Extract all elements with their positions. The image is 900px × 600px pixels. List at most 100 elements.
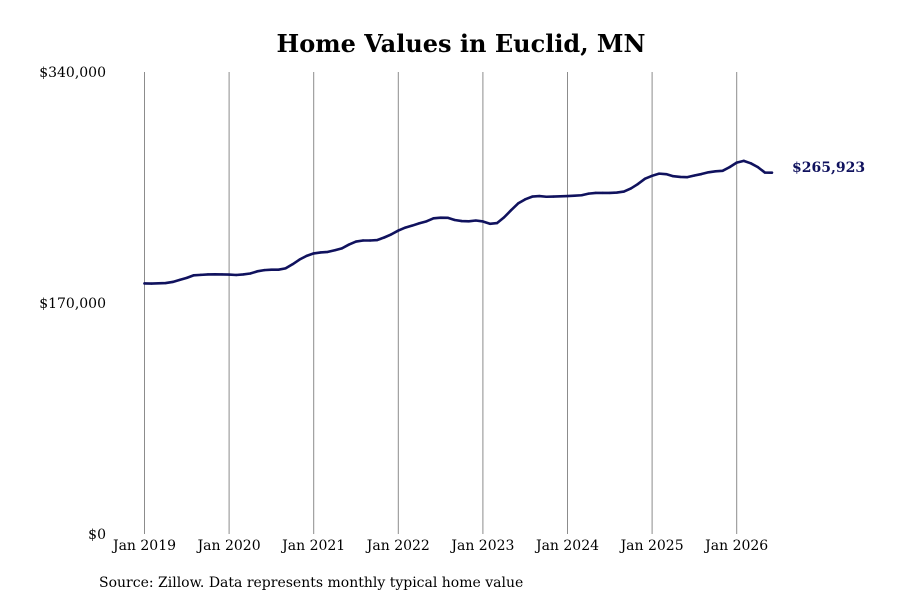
data-point — [474, 219, 478, 222]
data-point — [636, 182, 640, 186]
data-point — [227, 273, 231, 276]
data-point — [707, 171, 710, 174]
data-point — [467, 220, 470, 223]
data-point — [249, 272, 252, 275]
data-point — [622, 190, 626, 193]
data-point — [643, 177, 647, 180]
data-point — [714, 170, 717, 173]
data-point — [157, 282, 160, 285]
data-point — [347, 243, 351, 246]
data-point — [242, 273, 245, 276]
data-point — [756, 165, 760, 169]
data-point — [164, 281, 167, 285]
data-point — [284, 267, 287, 270]
data-point — [481, 220, 485, 223]
data-point — [580, 194, 583, 197]
vertical-gridlines — [144, 72, 738, 534]
data-point — [418, 222, 421, 225]
data-point — [693, 174, 696, 177]
data-point — [552, 195, 555, 198]
data-point — [587, 192, 590, 195]
data-point — [728, 165, 731, 169]
data-point — [502, 216, 506, 219]
data-point — [453, 218, 456, 222]
x-tick-label: Jan 2020 — [196, 538, 261, 554]
data-point — [319, 251, 322, 254]
data-point — [615, 191, 619, 194]
data-point — [411, 224, 414, 227]
data-point — [312, 252, 315, 255]
x-tick-label: Jan 2026 — [703, 538, 768, 554]
series-line-home-value — [143, 159, 774, 285]
data-point — [531, 195, 534, 198]
data-point — [192, 274, 196, 277]
data-point — [538, 194, 541, 198]
data-point — [390, 233, 393, 236]
data-point — [150, 282, 153, 285]
x-tick-label: Jan 2019 — [111, 538, 176, 554]
data-point — [749, 162, 752, 165]
data-point — [425, 220, 428, 223]
data-point — [368, 239, 372, 242]
y-axis-tick-labels: $0 $170,000 $340,000 — [39, 65, 106, 543]
data-point — [735, 161, 738, 164]
data-point — [305, 254, 308, 258]
data-point — [361, 239, 365, 242]
data-point — [573, 194, 576, 197]
y-tick-label: $0 — [88, 527, 106, 543]
x-axis-tick-labels: Jan 2019 Jan 2020 Jan 2021 Jan 2022 Jan 2023… — [111, 538, 768, 554]
data-point — [566, 194, 569, 198]
data-point — [488, 222, 492, 225]
data-point — [354, 240, 358, 243]
data-point — [263, 268, 266, 272]
data-point — [763, 171, 767, 174]
data-point — [700, 172, 703, 176]
x-tick-label: Jan 2024 — [534, 538, 599, 554]
data-point — [509, 208, 513, 212]
data-point — [404, 226, 407, 229]
data-point — [171, 280, 174, 284]
data-point — [375, 238, 379, 242]
data-point — [770, 171, 774, 174]
x-tick-label: Jan 2022 — [365, 538, 430, 554]
x-tick-label: Jan 2023 — [449, 538, 514, 554]
data-point — [439, 216, 442, 219]
data-point — [460, 219, 463, 223]
data-point — [721, 169, 724, 172]
data-points — [143, 159, 774, 285]
data-point — [256, 270, 259, 273]
data-point — [679, 175, 682, 179]
data-point — [178, 278, 181, 282]
data-point — [672, 175, 675, 178]
data-point — [446, 216, 449, 220]
y-tick-label: $170,000 — [39, 296, 106, 312]
data-point — [291, 263, 294, 266]
data-point — [298, 258, 301, 261]
data-point — [742, 159, 745, 163]
data-point — [629, 187, 633, 190]
data-point — [383, 236, 386, 239]
data-point — [559, 195, 562, 198]
data-point — [650, 174, 654, 178]
data-point — [234, 273, 238, 277]
data-point — [333, 249, 337, 252]
data-point — [601, 191, 604, 195]
data-point — [665, 172, 668, 176]
data-point — [594, 191, 597, 195]
end-value-label: $265,923 — [792, 160, 865, 176]
data-point — [545, 195, 548, 198]
data-point — [220, 273, 224, 276]
data-point — [495, 221, 499, 225]
y-tick-label: $340,000 — [39, 65, 106, 81]
data-point — [516, 202, 520, 205]
data-point — [270, 268, 273, 271]
data-point — [199, 273, 203, 277]
data-point — [185, 276, 188, 280]
source-note: Source: Zillow. Data represents monthly … — [99, 575, 523, 591]
data-point — [340, 247, 344, 250]
data-point — [143, 282, 146, 285]
data-point — [206, 273, 210, 276]
data-point — [213, 273, 217, 276]
data-point — [432, 217, 435, 220]
